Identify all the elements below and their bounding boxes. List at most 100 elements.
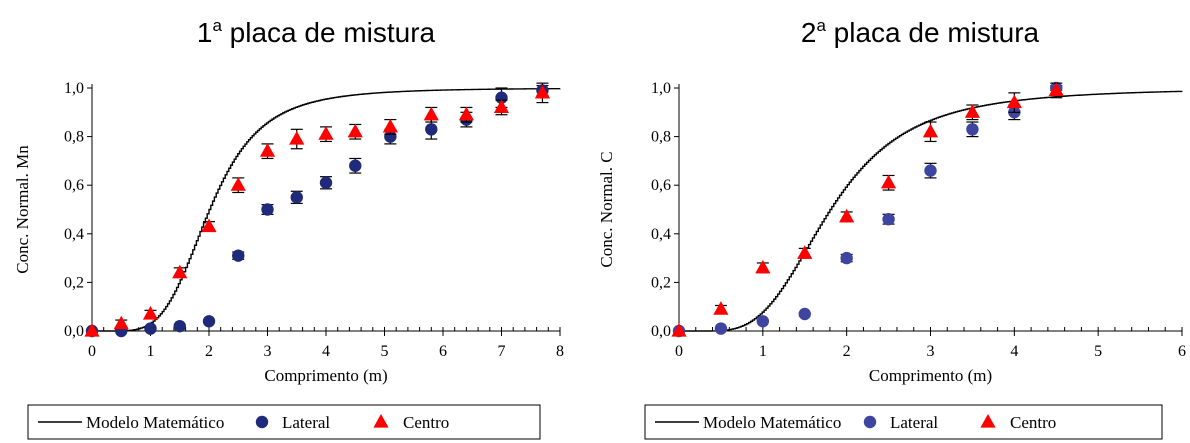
data-point-lateral	[349, 159, 362, 172]
data-point-lateral	[144, 322, 157, 335]
data-point-lateral	[384, 130, 397, 143]
data-point-lateral	[173, 319, 186, 333]
x-axis-label: Comprimento (m)	[264, 366, 387, 385]
y-tick-label: 0,0	[651, 323, 671, 340]
x-tick-label: 7	[498, 343, 506, 360]
chart-title-text: placa de mistura	[222, 17, 436, 48]
chart-title-text: placa de mistura	[826, 17, 1040, 48]
data-point-centro	[259, 143, 276, 157]
data-point-centro	[1048, 82, 1064, 97]
x-tick-label: 5	[1094, 343, 1102, 360]
y-tick-label: 0,4	[64, 226, 84, 243]
legend: Modelo Matemático Lateral Centro	[644, 404, 1163, 440]
data-point-lateral	[495, 91, 508, 104]
chart-title-number: 1	[197, 17, 213, 48]
data-point-centro	[423, 106, 439, 121]
x-axis-label: Comprimento (m)	[869, 366, 992, 385]
data-point-lateral	[840, 251, 853, 265]
data-point-lateral	[924, 164, 937, 177]
series-line-modelo-matematico	[92, 87, 561, 332]
data-point-centro	[797, 245, 813, 259]
y-tick-label: 0,8	[651, 129, 671, 146]
x-tick-label: 6	[439, 343, 447, 360]
data-point-lateral	[232, 249, 245, 262]
data-point-lateral	[798, 307, 811, 321]
legend-triangle-swatch	[373, 414, 389, 428]
y-tick-label: 0,6	[64, 177, 84, 194]
chart-title-number: 2	[801, 17, 817, 48]
data-point-centro	[839, 208, 855, 223]
y-tick-label: 0,2	[651, 274, 671, 291]
x-tick-label: 1	[147, 343, 155, 360]
data-point-lateral	[290, 191, 303, 204]
data-point-lateral	[202, 315, 216, 328]
y-tick-label: 1,0	[64, 80, 84, 97]
x-tick-label: 2	[843, 343, 851, 360]
data-point-lateral	[319, 176, 333, 189]
legend-label-modelo: Modelo Matemático	[86, 413, 224, 432]
data-point-centro	[755, 259, 771, 274]
legend-label-centro: Centro	[403, 413, 449, 432]
x-tick-label: 8	[556, 343, 564, 360]
data-point-centro	[671, 323, 687, 337]
x-tick-label: 6	[1178, 343, 1186, 360]
x-tick-label: 4	[322, 343, 330, 360]
x-tick-label: 4	[1010, 343, 1018, 360]
x-tick-label: 1	[759, 343, 767, 360]
data-point-centro	[289, 131, 305, 145]
legend-label-centro: Centro	[1010, 413, 1056, 432]
data-point-lateral	[714, 322, 728, 335]
data-point-centro	[922, 123, 939, 138]
data-point-lateral	[425, 123, 438, 136]
data-point-lateral	[882, 213, 895, 226]
legend-circle-swatch	[863, 415, 877, 429]
data-point-centro	[347, 123, 363, 138]
y-tick-label: 0,2	[64, 274, 84, 291]
series-centro	[671, 82, 1064, 337]
data-point-centro	[201, 218, 217, 233]
series-lateral	[672, 81, 1063, 338]
legend-label-modelo: Modelo Matemático	[703, 413, 841, 432]
y-axis-label: Conc. Normal. C	[597, 151, 616, 267]
legend-label-lateral: Lateral	[890, 413, 938, 432]
data-point-centro	[493, 99, 510, 114]
data-point-centro	[713, 301, 729, 315]
y-tick-label: 0,6	[651, 177, 671, 194]
data-point-lateral	[966, 123, 979, 136]
x-tick-label: 0	[88, 343, 96, 360]
legend-triangle-swatch	[980, 414, 996, 428]
chart-title-superscript: a	[816, 16, 826, 35]
data-point-centro	[142, 305, 159, 320]
data-point-centro	[84, 323, 100, 337]
chart-title-superscript: a	[212, 16, 222, 35]
data-point-centro	[113, 315, 129, 330]
x-tick-label: 3	[927, 343, 935, 360]
data-point-centro	[318, 126, 334, 140]
legend-box	[644, 404, 1163, 440]
y-tick-label: 0,4	[651, 226, 671, 243]
y-tick-label: 0,8	[64, 129, 84, 146]
data-point-centro	[382, 118, 398, 133]
chart-title: 1a placa de mistura	[197, 16, 436, 48]
data-point-centro	[1006, 94, 1022, 109]
x-tick-label: 0	[675, 343, 683, 360]
legend-box	[27, 404, 541, 440]
legend-label-lateral: Lateral	[282, 413, 330, 432]
series-line-modelo-matematico	[679, 90, 1183, 332]
legend: Modelo Matemático Lateral Centro	[27, 404, 541, 440]
x-tick-label: 3	[264, 343, 272, 360]
y-tick-label: 1,0	[651, 80, 671, 97]
series-lateral	[85, 84, 549, 338]
x-tick-label: 5	[381, 343, 389, 360]
series-centro	[84, 82, 551, 337]
data-point-centro	[172, 264, 188, 279]
data-point-centro	[230, 177, 246, 191]
data-point-centro	[534, 84, 551, 99]
y-axis-label: Conc. Normal. Mn	[13, 145, 32, 274]
data-point-lateral	[261, 203, 274, 216]
data-point-centro	[458, 106, 474, 121]
legend-circle-swatch	[255, 415, 269, 429]
x-tick-label: 2	[205, 343, 213, 360]
